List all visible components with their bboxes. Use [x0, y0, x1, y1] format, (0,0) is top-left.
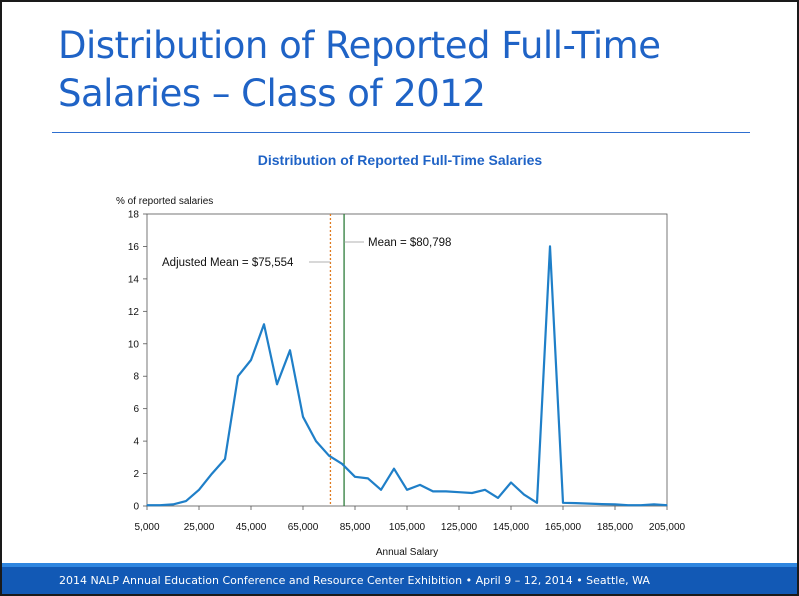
- data-point: [354, 476, 356, 478]
- x-tick-label: 145,000: [493, 522, 530, 533]
- data-point: [146, 504, 148, 506]
- y-tick-label: 8: [133, 372, 139, 383]
- data-point: [588, 502, 590, 505]
- data-point: [172, 503, 174, 505]
- y-tick-label: 6: [133, 404, 139, 415]
- data-point: [666, 504, 668, 506]
- x-axis-label: Annual Salary: [376, 547, 438, 558]
- data-point: [367, 477, 369, 480]
- x-tick-label: 45,000: [236, 522, 267, 533]
- data-point: [263, 323, 265, 325]
- slide-title: Distribution of Reported Full-Time Salar…: [58, 24, 661, 115]
- data-point: [224, 458, 226, 460]
- data-point: [315, 440, 317, 442]
- x-tick-label: 205,000: [649, 522, 686, 533]
- data-point: [471, 492, 473, 494]
- data-point: [432, 490, 434, 492]
- title-divider: [52, 132, 750, 133]
- data-point: [406, 489, 408, 491]
- data-point: [497, 497, 499, 499]
- salary-distribution-chart: Distribution of Reported Full-Time Salar…: [116, 152, 686, 558]
- data-point: [211, 472, 213, 475]
- adjusted-mean-label: Adjusted Mean = $75,554: [162, 257, 294, 269]
- data-point: [380, 489, 382, 491]
- data-point: [549, 245, 551, 248]
- y-tick-label: 12: [128, 307, 140, 318]
- data-point: [536, 502, 538, 504]
- data-point: [640, 504, 642, 506]
- data-point: [419, 484, 421, 486]
- y-tick-label: 16: [128, 242, 140, 253]
- data-point: [510, 481, 512, 484]
- x-tick-label: 5,000: [134, 522, 159, 533]
- x-tick-label: 65,000: [288, 522, 319, 533]
- data-point: [250, 359, 252, 361]
- data-point: [289, 349, 291, 351]
- data-point: [237, 375, 239, 377]
- footer-text: 2014 NALP Annual Education Conference an…: [59, 574, 650, 587]
- data-point: [653, 503, 655, 505]
- data-point: [445, 490, 447, 492]
- data-point: [328, 455, 330, 457]
- data-point: [341, 463, 343, 465]
- y-tick-label: 18: [128, 210, 140, 221]
- data-point: [198, 489, 200, 491]
- y-tick-label: 2: [133, 469, 139, 480]
- x-tick-label: 105,000: [389, 522, 426, 533]
- chart-title: Distribution of Reported Full-Time Salar…: [258, 152, 543, 168]
- data-point: [302, 416, 304, 418]
- x-tick-label: 85,000: [340, 522, 371, 533]
- y-tick-label: 4: [133, 437, 139, 448]
- salary-distribution-line: [147, 245, 668, 507]
- y-tick-label: 0: [133, 502, 139, 513]
- data-point: [393, 468, 395, 470]
- x-tick-label: 185,000: [597, 522, 634, 533]
- x-tick-label: 125,000: [441, 522, 478, 533]
- data-point: [159, 504, 161, 506]
- x-tick-label: 25,000: [184, 522, 215, 533]
- y-tick-label: 14: [128, 274, 140, 285]
- data-point: [575, 502, 577, 504]
- data-point: [276, 383, 278, 385]
- data-point: [562, 502, 564, 504]
- data-point: [523, 494, 525, 496]
- y-tick-label: 10: [128, 339, 140, 350]
- data-point: [614, 503, 616, 505]
- data-point: [458, 491, 460, 493]
- data-point: [627, 504, 629, 506]
- data-point: [185, 500, 187, 502]
- mean-label: Mean = $80,798: [368, 237, 451, 249]
- y-axis-label: % of reported salaries: [116, 196, 213, 207]
- data-point: [484, 489, 486, 491]
- footer-bar: 2014 NALP Annual Education Conference an…: [2, 563, 797, 594]
- x-tick-label: 165,000: [545, 522, 582, 533]
- data-point: [601, 503, 603, 505]
